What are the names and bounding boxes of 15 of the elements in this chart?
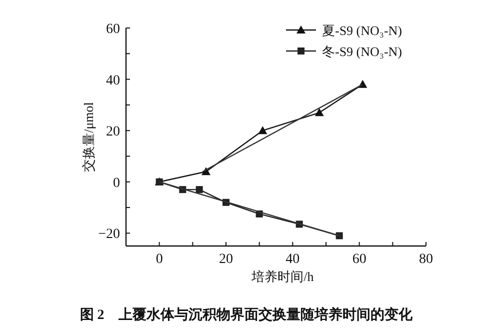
legend-label: 夏-S9 (NO₃-N) bbox=[322, 23, 402, 38]
y-tick-label: 40 bbox=[106, 73, 120, 88]
x-tick-label: 60 bbox=[352, 252, 366, 267]
x-tick-label: 80 bbox=[419, 252, 433, 267]
y-tick-label: 20 bbox=[106, 124, 120, 140]
y-tick-label: 0 bbox=[113, 176, 120, 191]
x-axis-title: 培养时间/h bbox=[250, 269, 314, 284]
x-tick-label: 40 bbox=[286, 252, 300, 267]
y-axis-title: 交换量/μmol bbox=[81, 102, 96, 172]
x-tick-label: 0 bbox=[156, 252, 163, 267]
legend-label: 冬-S9 (NO₃-N) bbox=[322, 44, 402, 59]
y-tick-label: −20 bbox=[98, 227, 120, 242]
caption: 图 2 上覆水体与沉积物界面交换量随培养时间的变化 bbox=[80, 306, 414, 323]
y-tick-label: 60 bbox=[106, 22, 120, 37]
x-tick-label: 20 bbox=[219, 252, 233, 267]
